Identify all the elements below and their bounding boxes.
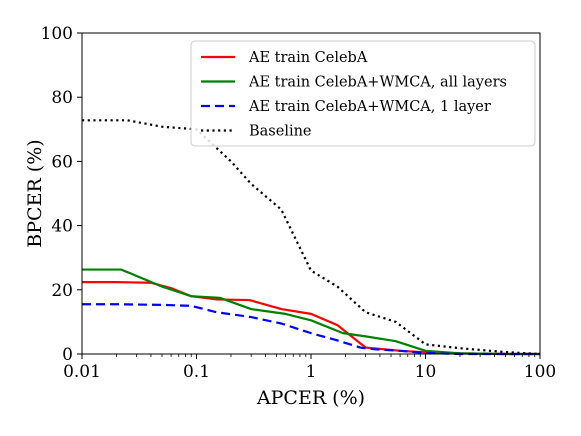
y-tick-label: 0: [62, 345, 73, 365]
y-tick-label: 100: [41, 24, 73, 44]
series-line-4: [82, 119, 541, 356]
ticks-layer: 0.01 0.1 1 10 100 0 20 40 60 80 100: [41, 24, 557, 382]
legend-label-4: Baseline: [249, 124, 312, 140]
series-line-2: [82, 268, 540, 356]
x-tick-label: 100: [524, 362, 556, 382]
legend: AE train CelebA AE train CelebA+WMCA, all…: [190, 40, 536, 147]
x-tick-label: 10: [415, 362, 437, 382]
series-line-3: [82, 303, 540, 356]
x-axis-label: APCER (%): [256, 387, 365, 409]
x-tick-label: 0.01: [63, 362, 101, 382]
series-line-1: [82, 281, 540, 356]
y-tick-label: 20: [51, 281, 73, 301]
legend-label-2: AE train CelebA+WMCA, all layers: [248, 75, 507, 91]
y-tick-label: 40: [51, 217, 73, 237]
legend-label-1: AE train CelebA: [248, 50, 368, 66]
x-tick-label: 1: [306, 362, 317, 382]
x-tick-label: 0.1: [183, 362, 210, 382]
y-tick-label: 60: [51, 152, 73, 172]
series-layer: [82, 119, 541, 356]
legend-label-3: AE train CelebA+WMCA, 1 layer: [248, 99, 491, 115]
legend-box: [190, 40, 536, 147]
y-axis-label: BPCER (%): [24, 139, 46, 247]
y-tick-label: 80: [51, 88, 73, 108]
